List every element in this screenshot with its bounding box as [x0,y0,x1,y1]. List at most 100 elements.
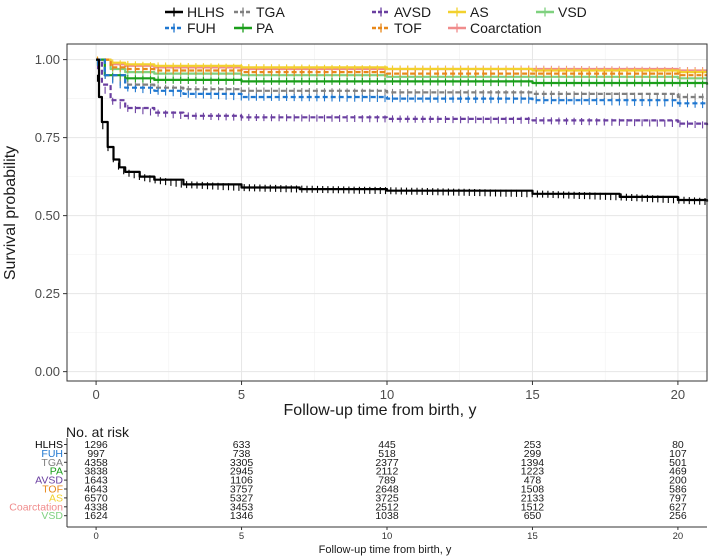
risk-row-hlhs: HLHS 1296 633 445 253 80 [35,439,684,451]
risk-count: 299 [524,448,542,460]
risk-row-tof: TOF 4643 3757 2648 1508 586 [42,484,687,496]
risk-count: 1624 [84,510,108,522]
risk-count: 4338 [84,501,108,513]
risk-count: 3757 [230,484,254,496]
censor-marks-fuh [96,58,704,109]
risk-count: 200 [669,475,687,487]
x-tick-label: 10 [380,387,394,402]
risk-x-tick-label: 15 [527,531,538,542]
risk-count: 1346 [230,510,254,522]
risk-row-label: VSD [41,510,63,522]
risk-count: 627 [669,501,687,513]
risk-count: 3838 [84,466,108,478]
legend-item-as: AS [448,4,489,20]
risk-count: 4643 [84,484,108,496]
risk-count: 253 [524,439,542,451]
risk-count: 997 [87,448,105,460]
risk-count: 738 [233,448,251,460]
curve-line-avsd [96,58,709,126]
legend-item-tga: TGA [234,4,285,20]
legend-item-hlhs: HLHS [165,4,224,20]
x-tick-label: 5 [238,387,245,402]
legend-item-fuh: FUH [165,20,216,36]
risk-row-label: AS [49,492,63,504]
y-tick-label: 0.50 [35,208,60,223]
legend-label: TGA [256,4,285,20]
risk-count: 518 [378,448,396,460]
curve-avsd [96,58,709,129]
legend-item-vsd: VSD [536,4,587,20]
risk-row-tga: TGA 4358 3305 2377 1394 501 [41,457,686,469]
risk-count: 2133 [521,492,545,504]
risk-row-pa: PA 3838 2945 2112 1223 469 [50,466,687,478]
survival-curves [96,56,709,205]
risk-count: 2512 [375,501,399,513]
risk-table-x-axis: 0 5 10 15 20 [66,438,707,542]
risk-count: 478 [524,475,542,487]
risk-row-label: AVSD [35,475,63,487]
risk-count: 445 [378,439,396,451]
y-axis-label: Survival probability [2,146,19,280]
risk-count: 1508 [521,484,545,496]
risk-row-label: Coarctation [9,501,63,513]
risk-x-tick-label: 0 [93,531,98,542]
risk-count: 4358 [84,457,108,469]
legend-item-pa: PA [234,20,274,36]
risk-x-tick-label: 5 [239,531,244,542]
risk-count: 2112 [376,466,399,478]
risk-row-coarctation: Coarctation 4338 3453 2512 1512 627 [9,501,687,513]
risk-row-label: HLHS [35,439,63,451]
risk-count: 2648 [375,484,399,496]
censor-marks-avsd [96,62,704,129]
risk-count: 586 [669,484,687,496]
risk-count: 1038 [375,510,399,522]
risk-row-as: AS 6570 5327 3725 2133 797 [49,492,687,504]
y-tick-label: 0.25 [35,286,60,301]
curve-line-hlhs [96,58,709,202]
y-tick-label: 0.00 [35,364,60,379]
plot-area: 0 5 10 15 20 0.00 0.25 0.50 0.75 1.00 [35,43,709,402]
legend-label: AVSD [394,4,431,20]
legend-label: Coarctation [470,20,542,36]
risk-count: 2945 [230,466,254,478]
risk-count: 650 [524,510,542,522]
risk-count: 797 [669,492,687,504]
x-tick-label: 0 [92,387,99,402]
legend-label: PA [256,20,274,36]
legend-label: FUH [187,20,216,36]
legend-item-tof: TOF [372,20,422,36]
risk-count: 2377 [375,457,399,469]
risk-count: 1106 [230,475,253,487]
risk-row-avsd: AVSD 1643 1106 789 478 200 [35,475,687,487]
risk-count: 1394 [521,457,545,469]
risk-count: 469 [669,466,687,478]
risk-row-label: FUH [41,448,63,460]
risk-count: 3453 [230,501,254,513]
legend-label: HLHS [187,4,224,20]
risk-count: 80 [672,439,684,451]
risk-row-label: PA [50,466,63,478]
y-axis: 0.00 0.25 0.50 0.75 1.00 [35,52,67,379]
risk-count: 1643 [84,475,108,487]
risk-count: 501 [669,457,687,469]
y-tick-label: 0.75 [35,130,60,145]
curve-hlhs [96,58,709,205]
risk-table-title: No. at risk [66,424,130,440]
x-tick-label: 15 [525,387,539,402]
legend-label: AS [470,4,489,20]
risk-count: 107 [669,448,687,460]
risk-count: 256 [669,510,687,522]
curve-fuh [96,58,709,109]
risk-count: 6570 [84,492,108,504]
risk-count: 3305 [230,457,254,469]
x-tick-label: 20 [671,387,685,402]
legend-label: VSD [558,4,587,20]
censor-marks-hlhs [96,74,706,205]
x-axis-label: Follow-up time from birth, y [284,402,477,419]
risk-x-tick-label: 20 [673,531,684,542]
x-axis: 0 5 10 15 20 [92,381,685,402]
risk-row-vsd: VSD 1624 1346 1038 650 256 [41,510,686,522]
